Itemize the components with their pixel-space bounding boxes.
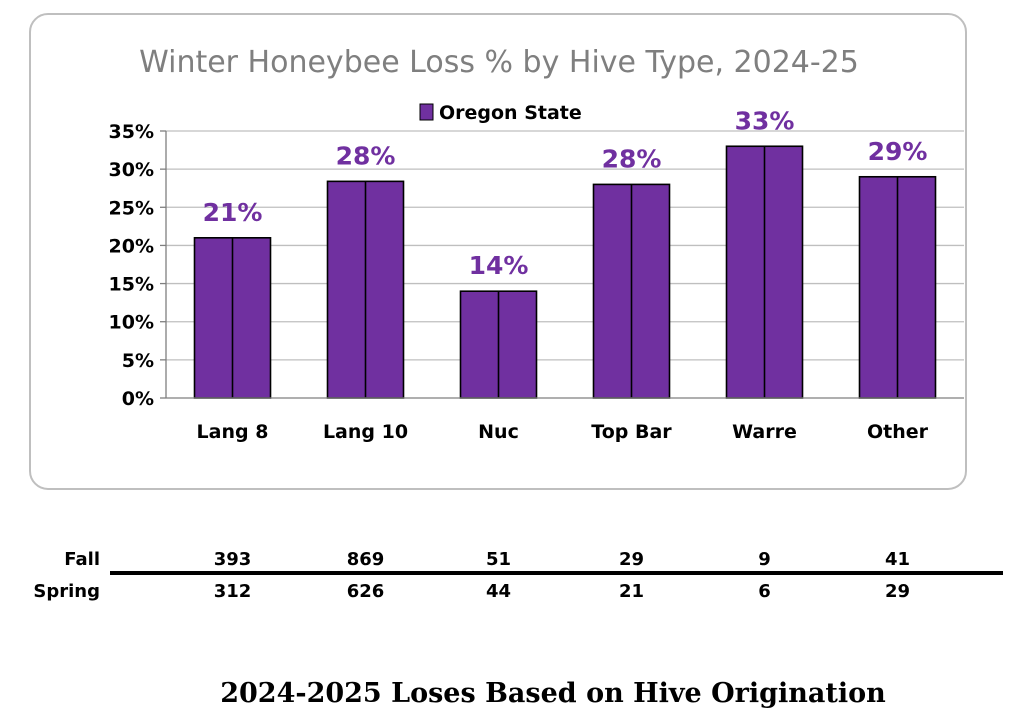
gridlines [166, 130, 964, 361]
y-tick-label: 15% [109, 274, 154, 296]
caption: 2024-2025 Loses Based on Hive Originatio… [220, 678, 886, 709]
table-cell: 312 [214, 581, 252, 602]
data-label: 28% [602, 144, 662, 173]
y-tick-label: 25% [109, 197, 154, 219]
data-label: 21% [203, 198, 263, 227]
counts-table: Fall 393 869 51 29 9 41 Spring 312 626 44 21 6 29 [33, 549, 1003, 602]
category-label: Other [867, 421, 929, 443]
table-cell: 393 [214, 549, 252, 570]
category-label: Nuc [478, 421, 519, 443]
legend-swatch [419, 103, 434, 121]
y-tick-label: 35% [109, 121, 154, 143]
table-cell: 6 [758, 581, 771, 602]
data-label: 14% [469, 251, 529, 280]
category-label: Top Bar [591, 421, 672, 443]
y-tick-label: 30% [109, 159, 154, 181]
table-cell: 29 [885, 581, 910, 602]
y-axis-ticks: 0% 5% 10% 15% 20% 25% 30% 35% [109, 121, 166, 410]
chart-title: Winter Honeybee Loss % by Hive Type, 202… [139, 45, 859, 80]
y-tick-label: 20% [109, 235, 154, 257]
table-row-label: Fall [64, 549, 100, 570]
bars [193, 145, 937, 399]
data-label: 29% [868, 137, 928, 166]
category-label: Lang 10 [323, 421, 408, 443]
legend: Oregon State [419, 102, 582, 124]
table-cell: 21 [619, 581, 644, 602]
table-cell: 51 [486, 549, 511, 570]
data-label: 33% [735, 106, 795, 135]
category-label: Lang 8 [197, 421, 269, 443]
table-row-label: Spring [33, 581, 100, 602]
legend-label: Oregon State [439, 102, 582, 124]
axes [165, 131, 964, 399]
table-cell: 41 [885, 549, 910, 570]
table-cell: 29 [619, 549, 644, 570]
y-tick-label: 0% [122, 388, 154, 410]
table-cell: 626 [347, 581, 385, 602]
x-axis-ticks: Lang 8 Lang 10 Nuc Top Bar Warre Other [197, 421, 929, 443]
table-cell: 9 [758, 549, 771, 570]
data-label: 28% [336, 141, 396, 170]
data-labels: 21% 28% 14% 28% 33% 29% [203, 106, 928, 280]
table-cell: 44 [486, 581, 511, 602]
y-tick-label: 5% [122, 350, 154, 372]
category-label: Warre [732, 421, 797, 443]
y-tick-label: 10% [109, 312, 154, 334]
table-cell: 869 [347, 549, 385, 570]
